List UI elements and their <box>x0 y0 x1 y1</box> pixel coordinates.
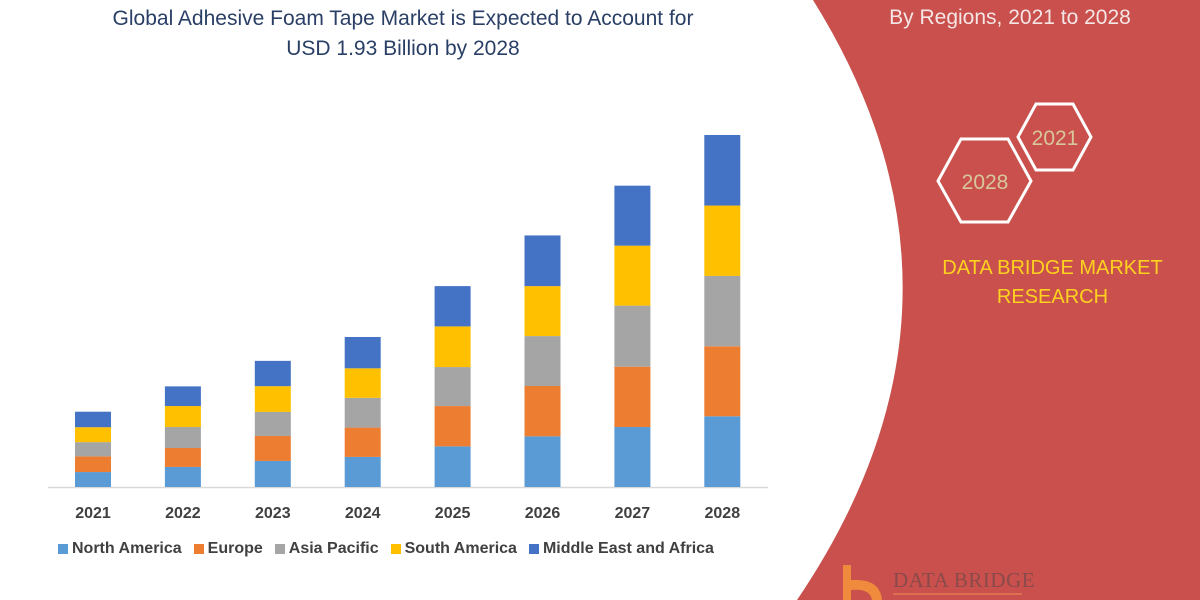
bar-segment-asia-pacific-2024 <box>344 397 381 428</box>
bar-segment-north-america-2027 <box>614 427 651 487</box>
x-tick-label: 2021 <box>75 505 111 522</box>
title-line-2: USD 1.93 Billion by 2028 <box>286 37 520 60</box>
bar-segment-north-america-2024 <box>344 456 381 487</box>
logo-icon <box>843 565 882 600</box>
legend-swatch <box>193 544 204 554</box>
bar-segment-europe-2025 <box>434 406 471 447</box>
bar-segment-asia-pacific-2026 <box>524 336 561 387</box>
bar-segment-south-america-2021 <box>75 427 111 443</box>
bar-segment-north-america-2023 <box>254 460 291 487</box>
x-tick-label: 2025 <box>435 505 471 522</box>
bar-segment-europe-2021 <box>75 456 111 473</box>
bar-segment-south-america-2024 <box>344 368 381 398</box>
bar-segment-middle-east-and-africa-2028 <box>704 135 741 206</box>
legend: North America Europe Asia Pacific South Ame… <box>58 540 714 558</box>
legend-swatch <box>58 544 68 554</box>
bar-segment-middle-east-and-africa-2025 <box>434 286 471 327</box>
bar-segment-asia-pacific-2022 <box>164 427 201 448</box>
chart-title: Global Adhesive Foam Tape Market is Expe… <box>40 4 766 64</box>
legend-item: Asia Pacific <box>274 540 379 558</box>
bar-segment-europe-2027 <box>614 366 651 428</box>
brand-line-2: RESEARCH <box>996 286 1109 308</box>
hexagon-2028 <box>936 137 1033 224</box>
bar-segment-asia-pacific-2023 <box>254 411 291 436</box>
x-tick-label: 2026 <box>525 505 561 522</box>
bar-segment-north-america-2025 <box>434 446 471 487</box>
title-line-1: Global Adhesive Foam Tape Market is Expe… <box>112 7 694 30</box>
bar-segment-south-america-2026 <box>524 286 561 337</box>
bar-segment-north-america-2026 <box>524 436 561 487</box>
bar-segment-south-america-2025 <box>434 326 471 368</box>
hexagon-2021 <box>1016 102 1093 172</box>
bar-segment-south-america-2028 <box>704 205 741 276</box>
side-panel-subtitle: By Regions, 2021 to 2028 <box>889 6 1131 29</box>
bar-segment-middle-east-and-africa-2027 <box>614 185 651 246</box>
brand-line-1: DATA BRIDGE MARKET <box>942 257 1163 279</box>
brand-name: DATA BRIDGE MARKET RESEARCH <box>900 254 1200 312</box>
stacked-bar-chart: 2021 2022 2023 2024 2025 2026 2027 2028 <box>48 135 768 522</box>
bar-segment-south-america-2023 <box>254 386 291 412</box>
bar-segment-asia-pacific-2028 <box>704 275 741 347</box>
bar-segment-europe-2023 <box>254 435 291 461</box>
x-tick-label: 2022 <box>165 505 201 522</box>
bar-segment-south-america-2022 <box>164 406 201 428</box>
legend-label: Middle East and Africa <box>542 540 714 557</box>
logo-text: DATA BRIDGE <box>893 568 1036 592</box>
bar-segment-europe-2026 <box>524 386 561 437</box>
legend-swatch <box>390 544 401 554</box>
x-tick-label: 2028 <box>705 505 741 522</box>
legend-swatch <box>528 544 539 554</box>
legend-item: North America <box>58 540 182 558</box>
bar-segment-middle-east-and-africa-2023 <box>254 360 291 387</box>
legend-item: Europe <box>193 540 263 558</box>
bar-segment-middle-east-and-africa-2026 <box>524 235 561 287</box>
legend-item: South America <box>390 540 517 558</box>
legend-label: North America <box>72 540 182 557</box>
legend-label: Asia Pacific <box>288 540 379 557</box>
bar-segment-north-america-2021 <box>75 472 111 487</box>
bar-segment-europe-2024 <box>344 427 381 457</box>
side-panel <box>797 0 1200 600</box>
hex-2021-label: 2021 <box>1032 127 1079 150</box>
legend-item: Middle East and Africa <box>528 540 714 558</box>
x-tick-label: 2024 <box>345 505 381 522</box>
bar-segment-asia-pacific-2027 <box>614 305 651 367</box>
bar-segment-asia-pacific-2025 <box>434 367 471 407</box>
bar-segment-north-america-2022 <box>164 466 201 487</box>
bar-segment-middle-east-and-africa-2024 <box>344 336 381 369</box>
x-tick-label: 2027 <box>615 505 651 522</box>
bar-segment-middle-east-and-africa-2021 <box>75 411 111 428</box>
bar-segment-asia-pacific-2021 <box>75 442 111 457</box>
bar-segment-south-america-2027 <box>614 245 651 306</box>
x-tick-label: 2023 <box>255 505 291 522</box>
bar-segment-middle-east-and-africa-2022 <box>164 386 201 407</box>
bar-segment-europe-2028 <box>704 346 741 417</box>
legend-swatch <box>274 544 285 554</box>
bar-segment-europe-2022 <box>164 447 201 467</box>
legend-label: Europe <box>207 540 263 557</box>
hex-2028-label: 2028 <box>962 171 1009 194</box>
legend-label: South America <box>404 540 517 557</box>
bar-segment-north-america-2028 <box>704 416 741 487</box>
